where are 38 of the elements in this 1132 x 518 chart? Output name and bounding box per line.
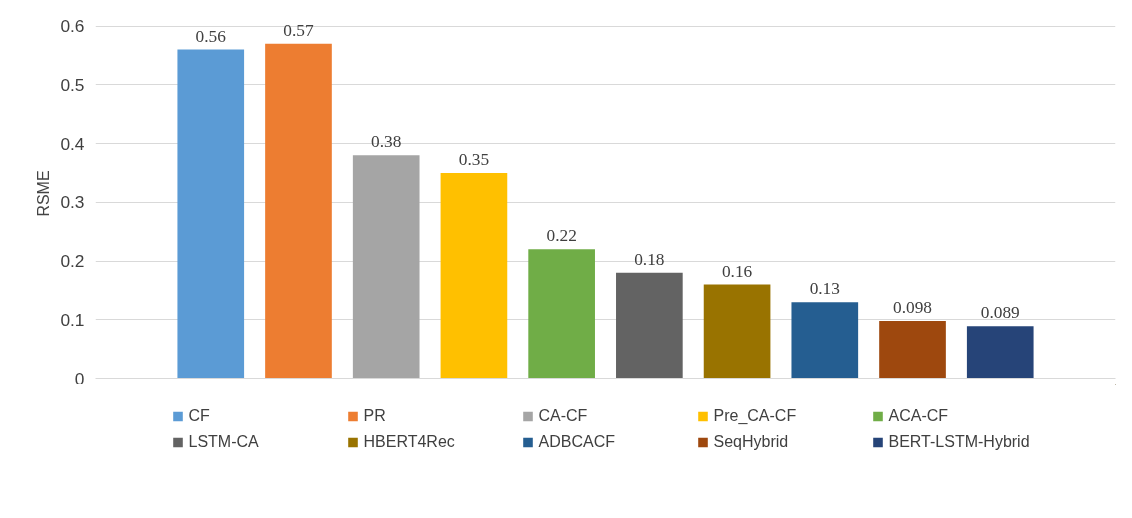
bar <box>352 155 420 379</box>
bar <box>966 326 1034 379</box>
legend-label: Pre_CA-CF <box>713 407 798 425</box>
legend-label: LSTM-CA <box>188 433 260 451</box>
legend-label: ACA-CF <box>888 407 950 425</box>
legend-label: BERT-LSTM-Hybrid <box>888 433 1031 451</box>
bar <box>265 43 332 379</box>
data-label: 0.16 <box>721 261 753 281</box>
bar <box>791 302 859 379</box>
data-label: 0.38 <box>371 132 402 152</box>
legend-label: SeqHybrid <box>713 433 790 451</box>
y-tick-label: 0.1 <box>60 309 85 330</box>
bar <box>616 272 683 379</box>
bar <box>528 249 595 379</box>
legend-label: CA-CF <box>538 407 589 425</box>
data-label: 0.56 <box>195 26 227 46</box>
bar <box>440 172 508 379</box>
data-label: 0.35 <box>458 149 490 169</box>
y-tick-label: 0 <box>74 368 85 389</box>
y-tick-label: 0.5 <box>60 74 85 95</box>
bar <box>177 49 245 379</box>
y-tick-label: 0.6 <box>60 16 85 37</box>
legend-label: CF <box>188 407 211 425</box>
data-label: 0.13 <box>809 279 840 299</box>
y-axis-title: RSME <box>35 170 53 217</box>
bar <box>879 320 946 379</box>
bar <box>703 284 771 379</box>
y-tick-label: 0.3 <box>60 192 85 213</box>
y-tick-label: 0.4 <box>60 133 85 154</box>
y-tick-label: 0.2 <box>60 251 85 272</box>
data-label: 0.089 <box>980 303 1020 323</box>
legend-label: ADBCACF <box>538 433 616 451</box>
legend-label: PR <box>363 407 387 425</box>
data-label: 0.18 <box>634 249 665 269</box>
data-label: 0.098 <box>893 297 933 317</box>
legend-label: HBERT4Rec <box>363 433 456 451</box>
data-label: 0.22 <box>546 226 577 246</box>
data-label: 0.57 <box>283 20 314 40</box>
